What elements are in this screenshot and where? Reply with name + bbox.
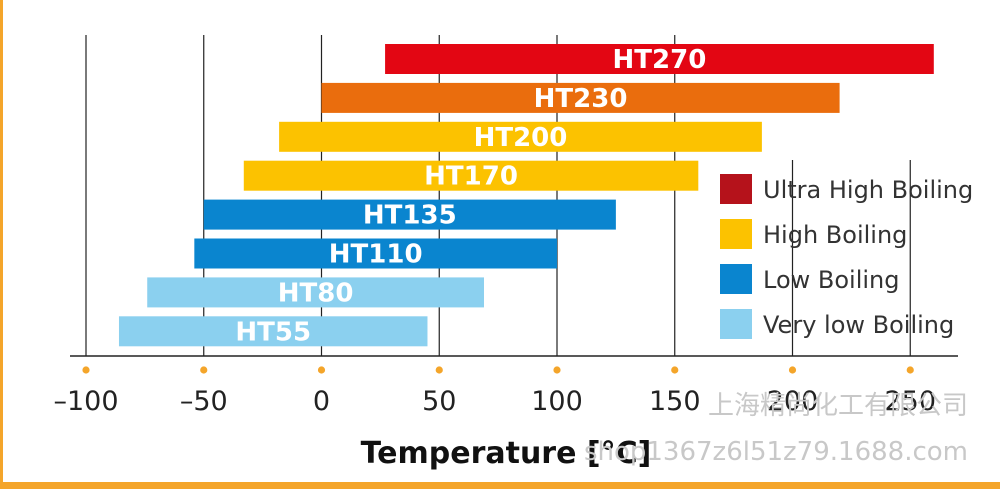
tick-label: 150 (649, 386, 701, 417)
legend-label: Low Boiling (763, 266, 900, 294)
bar-label: HT110 (329, 240, 423, 270)
tick-dot (200, 366, 208, 374)
bar-label: HT200 (474, 123, 568, 153)
tick-label: –50 (180, 386, 228, 417)
tick-label: –100 (53, 386, 118, 417)
tick-dot (317, 366, 326, 374)
tick-label: 100 (531, 386, 583, 417)
legend-swatch (720, 219, 752, 249)
x-axis-ticks: –100 –50 0 50 100 150 200 250 (53, 366, 936, 417)
legend-swatch (720, 309, 752, 339)
bars: HT270 HT230 HT200 HT170 HT135 HT110 HT80 HT55 (118, 44, 934, 347)
watermark-url: shop1367z6l51z79.1688.com (584, 437, 968, 467)
bar-label: HT80 (278, 278, 354, 308)
tick-label: 250 (884, 386, 936, 417)
bar-ht135 (203, 199, 616, 230)
bar-ht230 (321, 82, 840, 113)
bar-ht55 (118, 316, 428, 347)
bar-label: HT170 (424, 162, 518, 192)
legend: Ultra High Boiling High Boiling Low Boilin… (720, 174, 973, 339)
legend-swatch (720, 264, 752, 294)
tick-dot (671, 366, 679, 374)
bar-label: HT135 (363, 201, 457, 231)
bar-ht270 (385, 44, 934, 74)
frame-left-border (0, 0, 3, 489)
bar-label: HT230 (534, 84, 628, 114)
tick-dot (788, 366, 797, 374)
legend-label: High Boiling (763, 221, 907, 249)
tick-label: 50 (422, 386, 456, 417)
legend-label: Very low Boiling (763, 311, 954, 339)
legend-label: Ultra High Boiling (763, 176, 973, 204)
legend-swatch (720, 174, 752, 204)
bar-label: HT270 (613, 45, 707, 75)
tick-label: 200 (767, 386, 819, 417)
bar-ht110 (194, 238, 557, 269)
x-axis-title: Temperature [°C] (361, 436, 652, 471)
tick-dot (435, 366, 443, 374)
bar-label: HT55 (235, 317, 311, 347)
bar-ht80 (147, 277, 484, 308)
tick-label: 0 (313, 386, 330, 417)
tick-dot (906, 366, 914, 374)
tick-dot (82, 366, 90, 374)
bar-ht170 (243, 160, 699, 191)
tick-dot (553, 366, 561, 374)
watermark-company: 上海精尚化工有限公司 (708, 391, 968, 421)
bar-ht200 (279, 121, 762, 152)
frame-bottom-border (0, 482, 1000, 489)
